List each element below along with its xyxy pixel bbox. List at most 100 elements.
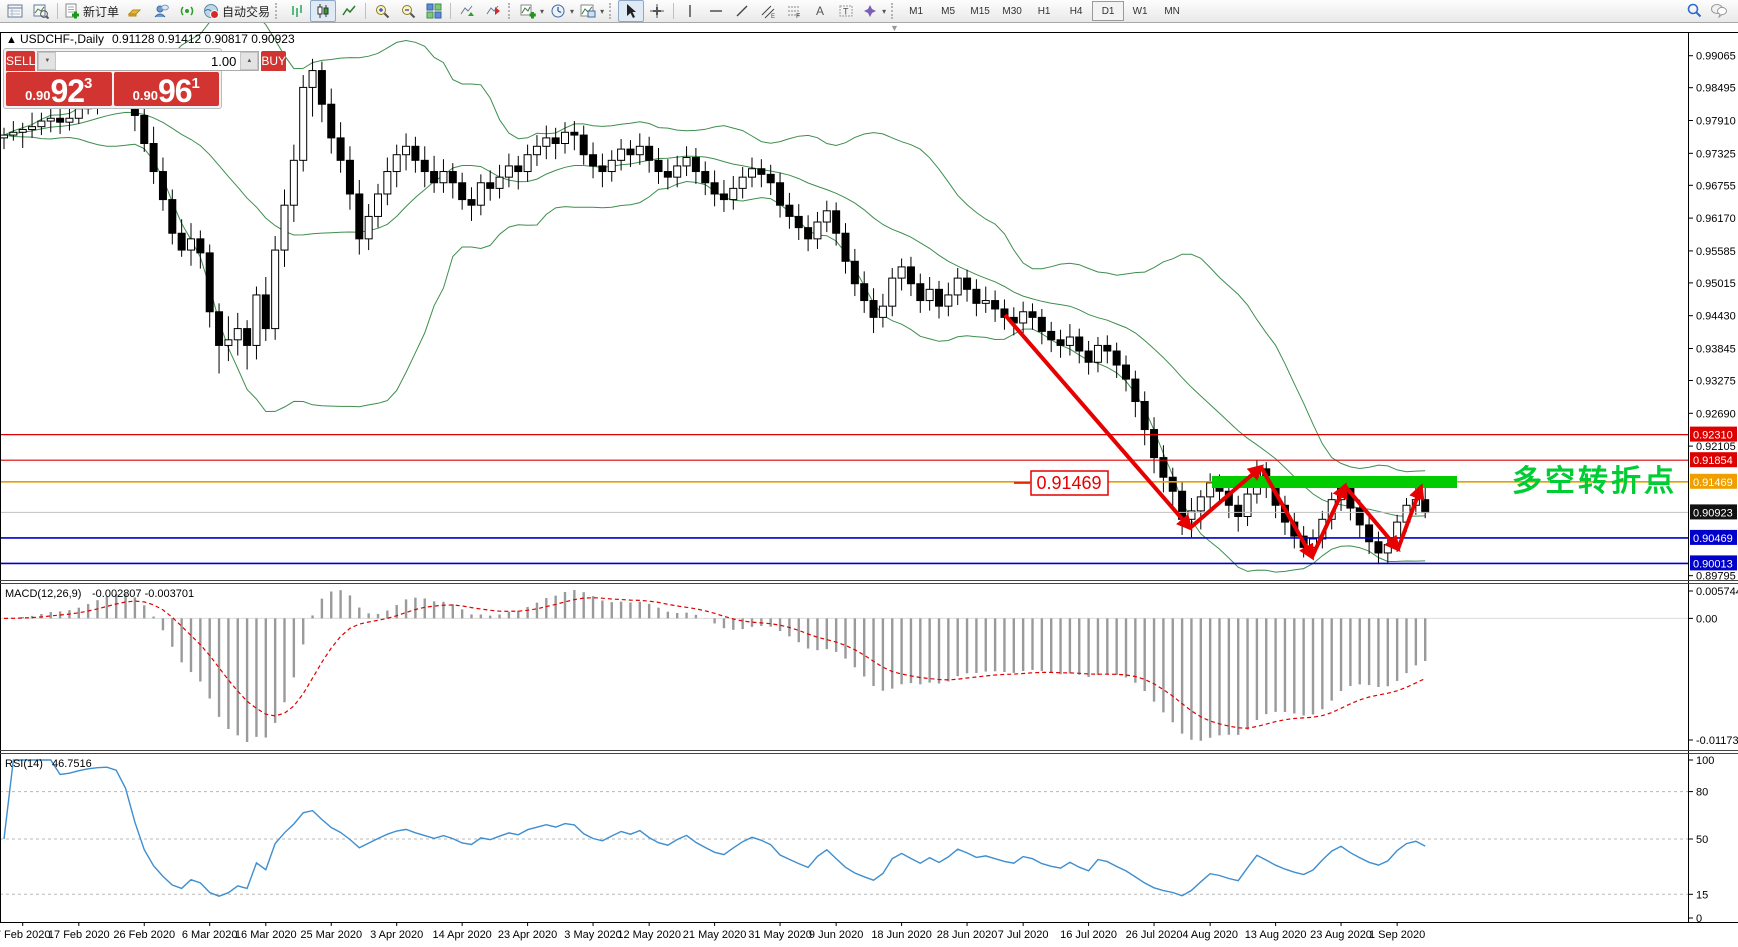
candle-body — [794, 215, 803, 229]
chart-shift-button[interactable] — [480, 0, 506, 22]
candle-body — [1056, 339, 1065, 346]
trend-arrow[interactable] — [1188, 464, 1265, 530]
candle-body — [822, 210, 831, 223]
vertical-line-button[interactable] — [677, 0, 703, 22]
price-level-label: 0.92310 — [1693, 430, 1733, 442]
tab-timeframe-w1[interactable]: W1 — [1132, 5, 1148, 17]
candle-body — [1159, 457, 1168, 478]
candle-body — [1243, 493, 1252, 517]
templates-icon — [580, 3, 596, 19]
tab-timeframe-m30[interactable]: M30 — [1002, 5, 1022, 17]
tab-timeframe-m1[interactable]: M1 — [909, 5, 924, 17]
buy-price-button[interactable]: 0.90 96 1 — [113, 72, 219, 107]
chart-collapse-icon[interactable]: ▲ — [6, 34, 17, 46]
text-button[interactable]: A — [807, 0, 833, 22]
tab-timeframe-h1[interactable]: H1 — [1037, 5, 1051, 17]
candle-body — [916, 283, 925, 302]
price-callout-box[interactable] — [1030, 470, 1109, 496]
candle-body — [187, 238, 195, 251]
candle-body — [1075, 336, 1084, 352]
chart-area[interactable]: 0.923100.918540.914690.904690.900130.909… — [0, 23, 1738, 947]
candle-body — [149, 142, 158, 173]
arrows-tool-button[interactable]: ▾ — [859, 0, 889, 22]
candle-body — [813, 221, 822, 240]
candle-body — [663, 171, 672, 178]
trend-arrow[interactable] — [1259, 466, 1314, 561]
market-button[interactable] — [122, 0, 148, 22]
candle-body — [65, 117, 74, 123]
candlestick-chart-button[interactable] — [310, 0, 337, 22]
trendline-icon — [734, 3, 750, 19]
vertical-line-icon — [682, 3, 698, 19]
sell-button[interactable]: SELL — [6, 51, 36, 71]
tab-timeframe-m5[interactable]: M5 — [941, 5, 956, 17]
candle-body — [1122, 364, 1130, 380]
candle-body — [785, 204, 794, 217]
trend-arrow[interactable] — [1343, 484, 1401, 553]
rsi-axis-label: 50 — [1696, 834, 1708, 846]
volume-decrease-button[interactable]: ▼ — [38, 52, 57, 70]
candle-body — [878, 305, 887, 318]
text-label-button[interactable]: T — [833, 0, 859, 22]
horizontal-line-button[interactable] — [703, 0, 729, 22]
fibonacci-button[interactable]: F — [781, 0, 807, 22]
date-label: 26 Jul 2020 — [1126, 929, 1183, 941]
tab-timeframe-h4[interactable]: H4 — [1069, 5, 1083, 17]
tile-windows-button[interactable] — [421, 0, 447, 22]
sell-price-button[interactable]: 0.90 92 3 — [6, 72, 112, 107]
auto-scroll-icon — [459, 3, 475, 19]
search-icon[interactable] — [1686, 2, 1702, 21]
trend-arrow[interactable] — [1310, 482, 1348, 558]
candle-body — [448, 171, 457, 184]
tab-timeframe-d1[interactable]: D1 — [1092, 1, 1125, 21]
chat-icon[interactable] — [1710, 2, 1728, 21]
price-tick-label: 0.97910 — [1696, 116, 1736, 128]
candle-body — [317, 70, 326, 105]
auto-scroll-button[interactable] — [454, 0, 480, 22]
autotrading-button[interactable]: 自动交易 — [200, 0, 273, 22]
price-tick-label: 0.89795 — [1696, 571, 1736, 583]
volume-increase-button[interactable]: ▲ — [240, 52, 259, 70]
line-chart-button[interactable] — [336, 0, 362, 22]
community-button[interactable] — [148, 0, 174, 22]
zoom-out-button[interactable] — [395, 0, 421, 22]
signals-button[interactable] — [174, 0, 200, 22]
channel-button[interactable]: E — [755, 0, 781, 22]
volume-input[interactable] — [56, 52, 241, 70]
new-order-button[interactable]: 新订单 — [61, 0, 122, 22]
tab-timeframe-m15[interactable]: M15 — [970, 5, 990, 17]
candle-body — [289, 159, 298, 206]
indicators-button[interactable]: ▾ — [517, 0, 547, 22]
candle-body — [504, 165, 513, 178]
cursor-button[interactable] — [618, 0, 645, 22]
crosshair-button[interactable] — [644, 0, 670, 22]
candle-body — [9, 131, 18, 136]
profiles-button[interactable] — [28, 0, 54, 22]
price-tick-label: 0.95585 — [1696, 246, 1736, 258]
price-tick-label: 0.95015 — [1696, 278, 1736, 290]
pane-splitter-arrow[interactable]: ▼ — [890, 23, 899, 33]
candle-body — [1383, 544, 1392, 554]
bar-chart-button[interactable] — [284, 0, 310, 22]
volume-control: ▼ ▲ — [37, 51, 260, 71]
templates-button[interactable]: ▾ — [577, 0, 607, 22]
candle-body — [953, 277, 962, 296]
periods-button[interactable]: ▾ — [547, 0, 577, 22]
candle-body — [1065, 336, 1074, 346]
cursor-icon — [623, 3, 639, 19]
new-chart-button[interactable] — [2, 0, 28, 22]
turning-point-annotation[interactable]: 多空转折点 — [1512, 465, 1677, 498]
candle-body — [748, 168, 756, 178]
candle-body — [635, 145, 644, 156]
tab-timeframe-mn[interactable]: MN — [1164, 5, 1180, 17]
candle-body — [28, 126, 37, 130]
fibonacci-icon: F — [786, 3, 802, 19]
trend-arrow[interactable] — [1003, 313, 1193, 532]
buy-button[interactable]: BUY — [261, 51, 287, 71]
date-label: 21 May 2020 — [683, 929, 747, 941]
trend-arrow[interactable] — [1396, 483, 1425, 550]
trendline-button[interactable] — [729, 0, 755, 22]
zoom-in-button[interactable] — [369, 0, 395, 22]
candle-body — [906, 266, 915, 285]
candle-body — [74, 108, 83, 119]
